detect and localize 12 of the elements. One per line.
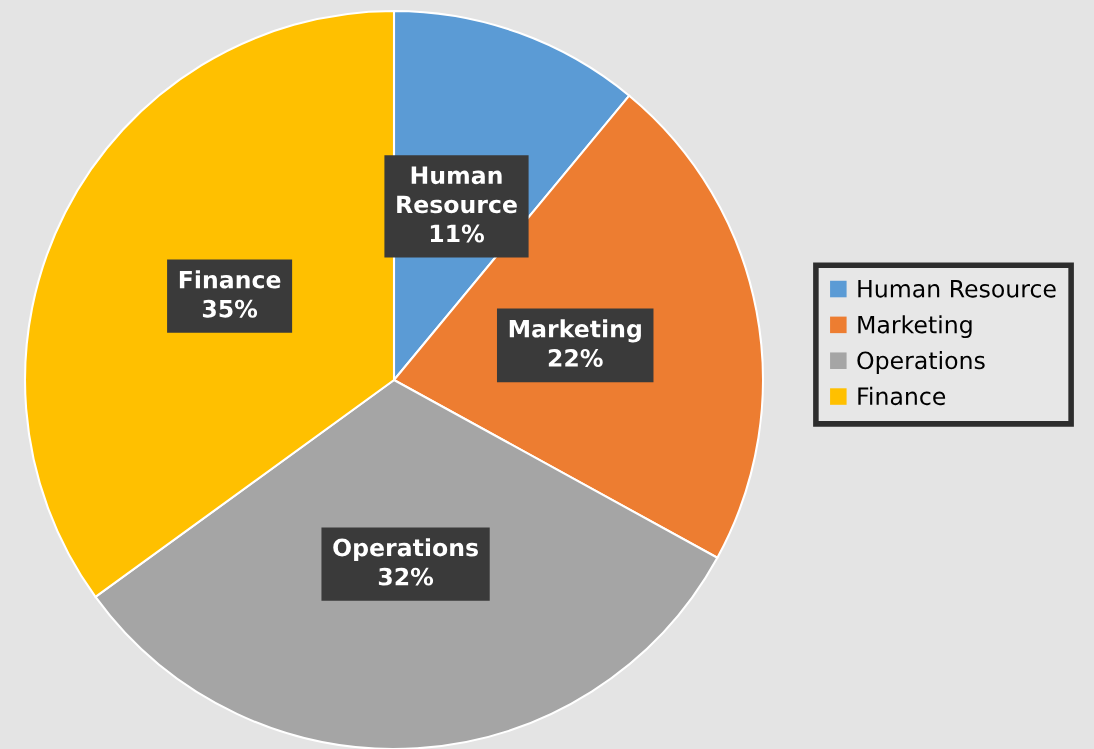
legend-label: Marketing — [858, 315, 972, 339]
data-label: 32% — [378, 567, 434, 586]
slice-label: Operations — [333, 538, 478, 561]
data-label: 22% — [548, 349, 603, 367]
legend-label: Operations — [857, 351, 985, 374]
slice-label: Finance — [179, 270, 281, 289]
legend-label: Finance — [858, 386, 946, 406]
slice-label: Marketing — [509, 319, 641, 343]
legend-label: Human Resource — [858, 280, 1056, 298]
slice-label: Human Resource — [397, 166, 517, 214]
data-label: 35% — [202, 299, 258, 318]
data-label: 11% — [430, 224, 484, 243]
